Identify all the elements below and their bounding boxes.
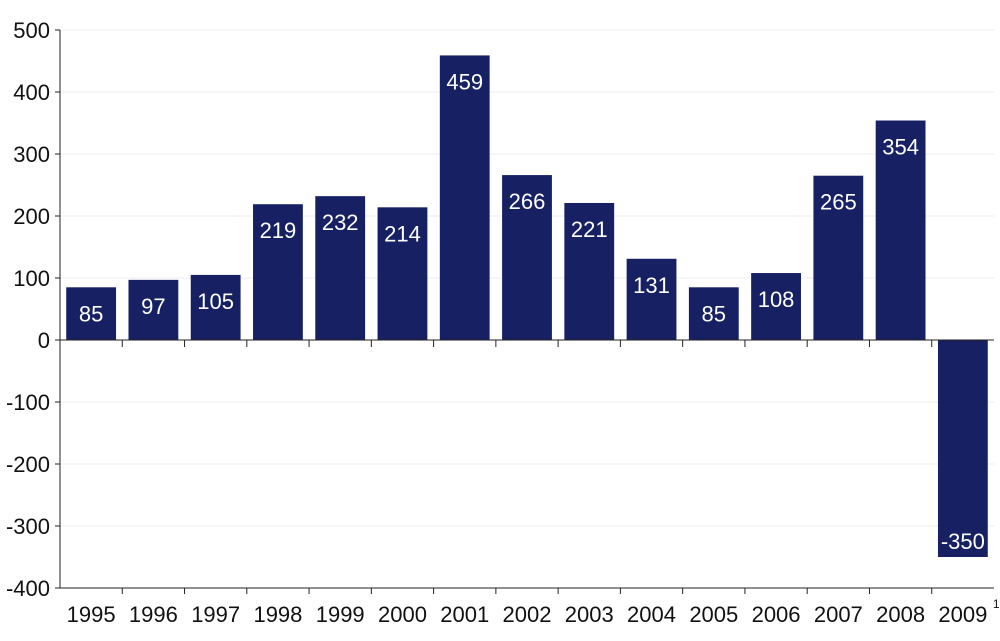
x-tick-label: 2004: [627, 602, 676, 627]
x-tick-label: 1997: [191, 602, 240, 627]
x-tick-label: 1998: [253, 602, 302, 627]
y-tick-label: 400: [13, 80, 50, 105]
bar-2000: [377, 207, 428, 340]
data-label: 131: [633, 273, 670, 298]
data-label: 85: [79, 301, 103, 326]
x-tick-label: 1996: [129, 602, 178, 627]
bar-2007: [813, 175, 864, 340]
data-label: 219: [260, 218, 297, 243]
bar-1999: [315, 196, 366, 340]
data-label: 459: [446, 69, 483, 94]
y-tick-label: -100: [6, 390, 50, 415]
x-tick-label: 2005: [689, 602, 738, 627]
bar-2003: [564, 202, 615, 340]
data-label: 354: [882, 135, 919, 160]
labels: 500 400 300 200 100 0 -100 -200 -300 -400 85 97 105 2…: [6, 18, 1000, 627]
data-label: 266: [509, 189, 546, 214]
bars: [66, 55, 988, 557]
bar-1998: [253, 204, 303, 340]
data-label: 214: [384, 221, 421, 246]
y-tick-label: 500: [13, 18, 50, 43]
x-tick-label: 2006: [752, 602, 801, 627]
data-label: 105: [197, 289, 234, 314]
bar-2008: [875, 120, 926, 341]
y-tick-label: 100: [13, 266, 50, 291]
bar-1996: [128, 279, 179, 340]
x-tick-label: 2003: [565, 602, 614, 627]
x-tick-label: 2008: [876, 602, 925, 627]
bar-2001: [439, 55, 490, 341]
data-label: -350: [941, 529, 985, 554]
y-tick-label: 0: [38, 328, 50, 353]
y-tick-label: -400: [6, 576, 50, 601]
data-label: 221: [571, 217, 608, 242]
y-tick-label: -300: [6, 514, 50, 539]
data-label: 232: [322, 210, 359, 235]
y-tick-label: 300: [13, 142, 50, 167]
axes: [55, 29, 994, 594]
y-tick-label: -200: [6, 452, 50, 477]
bar-1997: [190, 274, 241, 340]
x-tick-label: 1999: [316, 602, 365, 627]
data-label: 85: [702, 301, 726, 326]
bar-1995: [66, 287, 117, 340]
footnote-marker: 1: [993, 597, 1000, 611]
data-label: 108: [758, 287, 795, 312]
x-tick-label: 2009: [938, 602, 987, 627]
x-tick-label: 1995: [67, 602, 116, 627]
bar-2009: [937, 340, 988, 557]
bar-2004: [626, 258, 677, 340]
bar-2006: [751, 273, 801, 340]
bar-2005: [688, 287, 739, 340]
data-label: 265: [820, 190, 857, 215]
y-tick-label: 200: [13, 204, 50, 229]
bar-2002: [502, 175, 552, 340]
x-tick-label: 2007: [814, 602, 863, 627]
x-tick-label: 2001: [440, 602, 489, 627]
x-tick-label: 2002: [503, 602, 552, 627]
data-label: 97: [141, 294, 165, 319]
x-tick-label: 2000: [378, 602, 427, 627]
